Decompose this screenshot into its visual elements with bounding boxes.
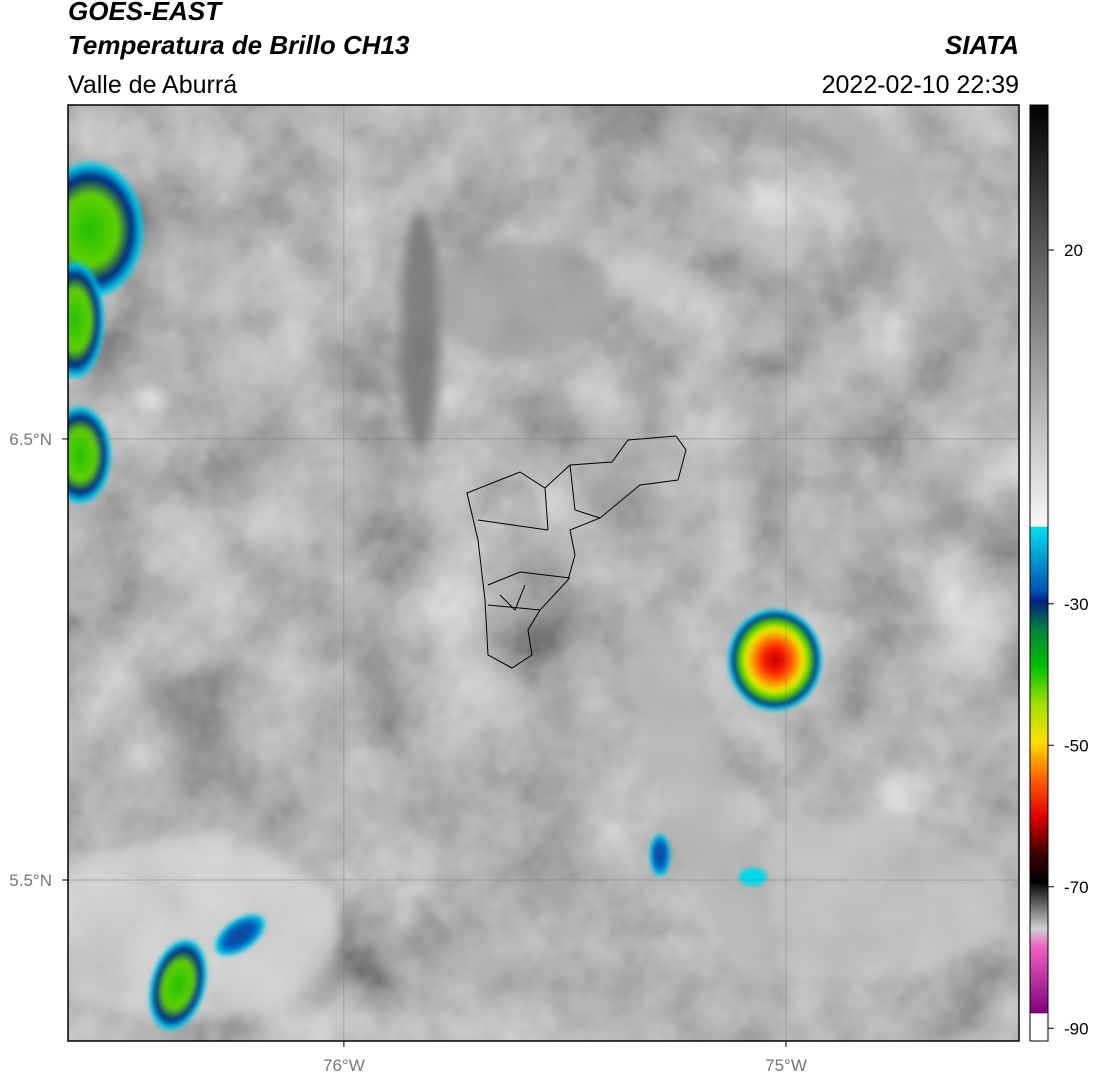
y-tick-label: 5.5°N (9, 871, 52, 890)
y-tick-label: 6.5°N (9, 430, 52, 449)
source: SIATA (945, 30, 1019, 60)
datetime: 2022-02-10 22:39 (822, 71, 1019, 99)
x-tick-label: 76°W (323, 1056, 365, 1075)
colorbar-tick-label: -30 (1064, 595, 1089, 614)
colorbar-tick-label: 20 (1064, 241, 1083, 260)
title: GOES-EAST (68, 0, 223, 26)
colorbar-tick-label: -70 (1064, 878, 1089, 897)
colorbar (1029, 104, 1049, 1042)
region: Valle de Aburrá (68, 71, 237, 99)
colorbar-tick-label: -50 (1064, 736, 1089, 755)
cold-clouds (68, 160, 823, 1032)
subtitle: Temperatura de Brillo CH13 (68, 30, 410, 60)
satellite-image (68, 105, 1019, 1041)
colorbar-tick-label: -90 (1064, 1019, 1089, 1038)
map-frame (67, 104, 1020, 1042)
x-tick-label: 75°W (765, 1056, 807, 1075)
aburra-outline (466, 435, 687, 669)
